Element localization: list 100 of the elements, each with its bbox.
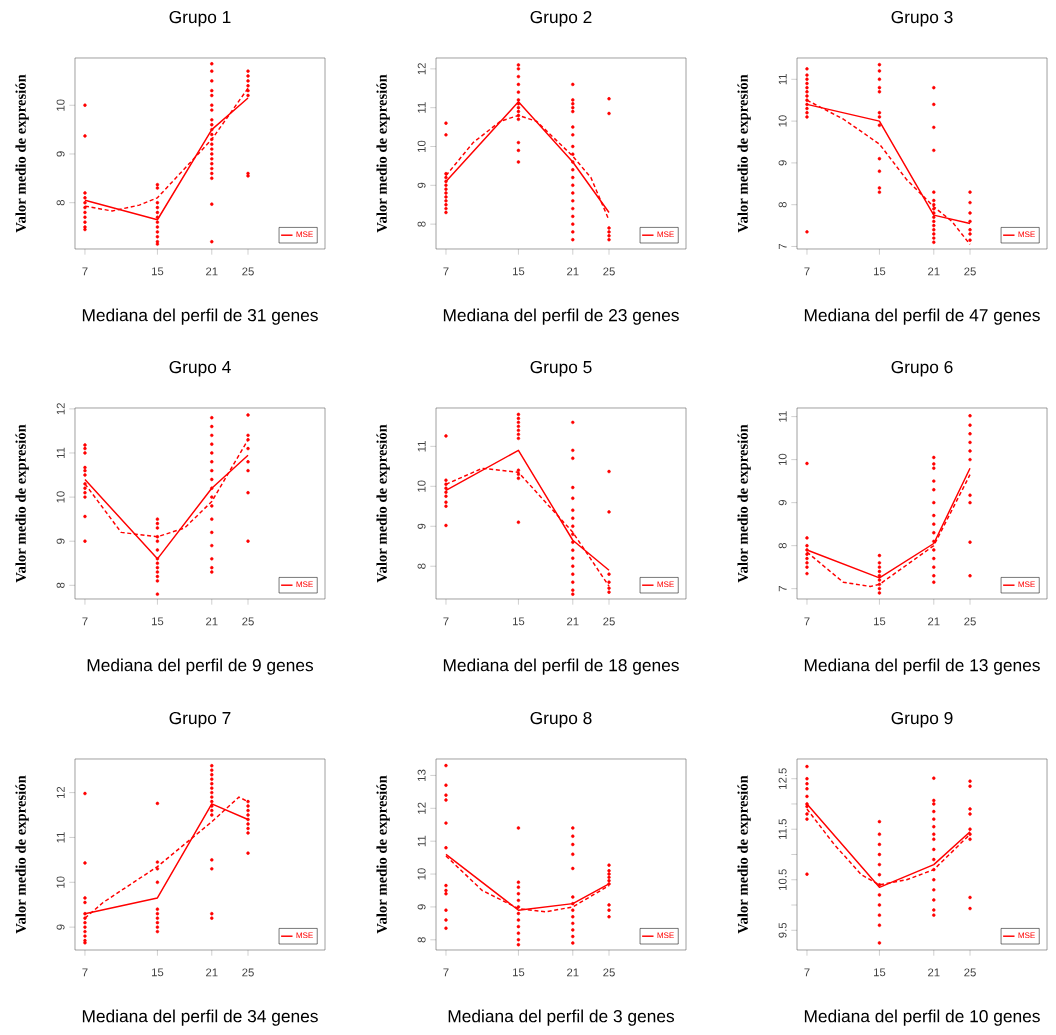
y-axis-title: Valor medio de expresión — [737, 424, 751, 583]
point — [83, 205, 87, 210]
point — [516, 428, 521, 433]
point — [155, 579, 160, 583]
point — [805, 782, 809, 786]
point — [210, 202, 214, 206]
x-tick-label: 15 — [512, 267, 525, 276]
point — [246, 799, 250, 804]
point — [155, 867, 160, 871]
point — [932, 867, 936, 872]
point — [968, 200, 972, 205]
point — [571, 826, 575, 830]
point — [968, 827, 972, 831]
y-tick-label: 9 — [778, 160, 787, 166]
point — [155, 929, 160, 934]
point — [444, 183, 448, 188]
point — [607, 237, 611, 242]
point — [932, 487, 936, 492]
point — [246, 413, 250, 417]
x-tick-label: 21 — [567, 267, 579, 276]
point — [932, 513, 936, 518]
point — [516, 105, 521, 110]
point — [516, 898, 521, 903]
point — [210, 867, 214, 871]
point — [83, 495, 87, 499]
point — [932, 202, 936, 207]
point — [571, 842, 575, 847]
point — [210, 424, 214, 429]
y-tick-label: 12 — [56, 786, 65, 799]
point — [932, 236, 936, 240]
point — [877, 578, 882, 582]
y-tick-label: 8 — [417, 937, 426, 943]
x-axis-title: Mediana del perfil de 18 genes — [443, 658, 679, 675]
point — [516, 160, 521, 164]
point — [210, 813, 214, 817]
x-tick-label: 15 — [151, 267, 164, 276]
chart-title: Grupo 9 — [891, 711, 953, 728]
point — [210, 768, 214, 772]
point — [571, 109, 575, 114]
x-tick-label: 15 — [873, 267, 886, 276]
point — [932, 565, 936, 569]
point — [210, 103, 214, 107]
point — [444, 783, 448, 788]
point — [571, 175, 575, 180]
x-tick-label: 21 — [928, 617, 940, 626]
point — [83, 791, 87, 796]
point — [571, 82, 575, 87]
point — [516, 67, 521, 71]
point — [210, 415, 214, 420]
point — [210, 858, 214, 862]
point — [571, 508, 575, 513]
y-axis-title: Valor medio de expresión — [15, 424, 29, 583]
x-axis-title: Mediana del perfil de 31 genes — [82, 308, 318, 325]
point — [805, 115, 809, 119]
point — [932, 539, 936, 544]
point — [516, 140, 521, 145]
y-tick-label: 11.5 — [778, 819, 787, 839]
point — [805, 548, 809, 552]
point — [932, 190, 936, 194]
y-tick-label: 9 — [56, 538, 65, 544]
y-tick-label: 10 — [417, 140, 426, 152]
point — [210, 804, 214, 808]
point — [968, 779, 972, 783]
point — [877, 842, 882, 847]
point — [571, 548, 575, 552]
point — [968, 807, 972, 811]
point — [571, 133, 575, 137]
point — [210, 495, 214, 499]
point — [571, 214, 575, 219]
point — [932, 898, 936, 902]
point — [83, 215, 87, 220]
y-tick-label: 10 — [778, 115, 787, 127]
x-tick-label: 25 — [603, 267, 615, 276]
y-tick-label: 12.5 — [778, 768, 787, 789]
point — [210, 137, 214, 142]
point — [968, 895, 972, 900]
x-axis-title: Mediana del perfil de 13 genes — [804, 658, 1040, 675]
point — [83, 473, 87, 477]
point — [805, 565, 809, 569]
point — [877, 941, 882, 945]
point — [932, 479, 936, 483]
point — [805, 543, 809, 548]
point — [571, 144, 575, 149]
point — [83, 916, 87, 920]
point — [968, 574, 972, 578]
point — [968, 219, 972, 224]
point — [210, 781, 214, 786]
point — [83, 539, 87, 543]
y-tick-label: 10 — [417, 868, 426, 880]
point — [932, 125, 936, 130]
point — [444, 500, 448, 505]
point — [571, 941, 575, 945]
point — [805, 94, 809, 98]
point — [210, 69, 214, 73]
point — [571, 206, 575, 211]
point — [805, 90, 809, 94]
point — [607, 875, 611, 880]
point — [877, 586, 882, 591]
point — [932, 531, 936, 535]
point — [210, 786, 214, 790]
